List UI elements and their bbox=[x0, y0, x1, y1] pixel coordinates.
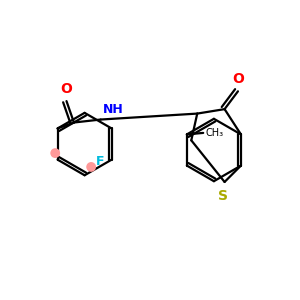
Text: S: S bbox=[218, 189, 228, 203]
Text: O: O bbox=[61, 82, 72, 96]
Text: O: O bbox=[232, 72, 244, 86]
Circle shape bbox=[86, 162, 96, 172]
Text: F: F bbox=[96, 154, 104, 168]
Text: NH: NH bbox=[103, 103, 124, 116]
Circle shape bbox=[50, 148, 60, 158]
Text: CH₃: CH₃ bbox=[206, 128, 224, 138]
